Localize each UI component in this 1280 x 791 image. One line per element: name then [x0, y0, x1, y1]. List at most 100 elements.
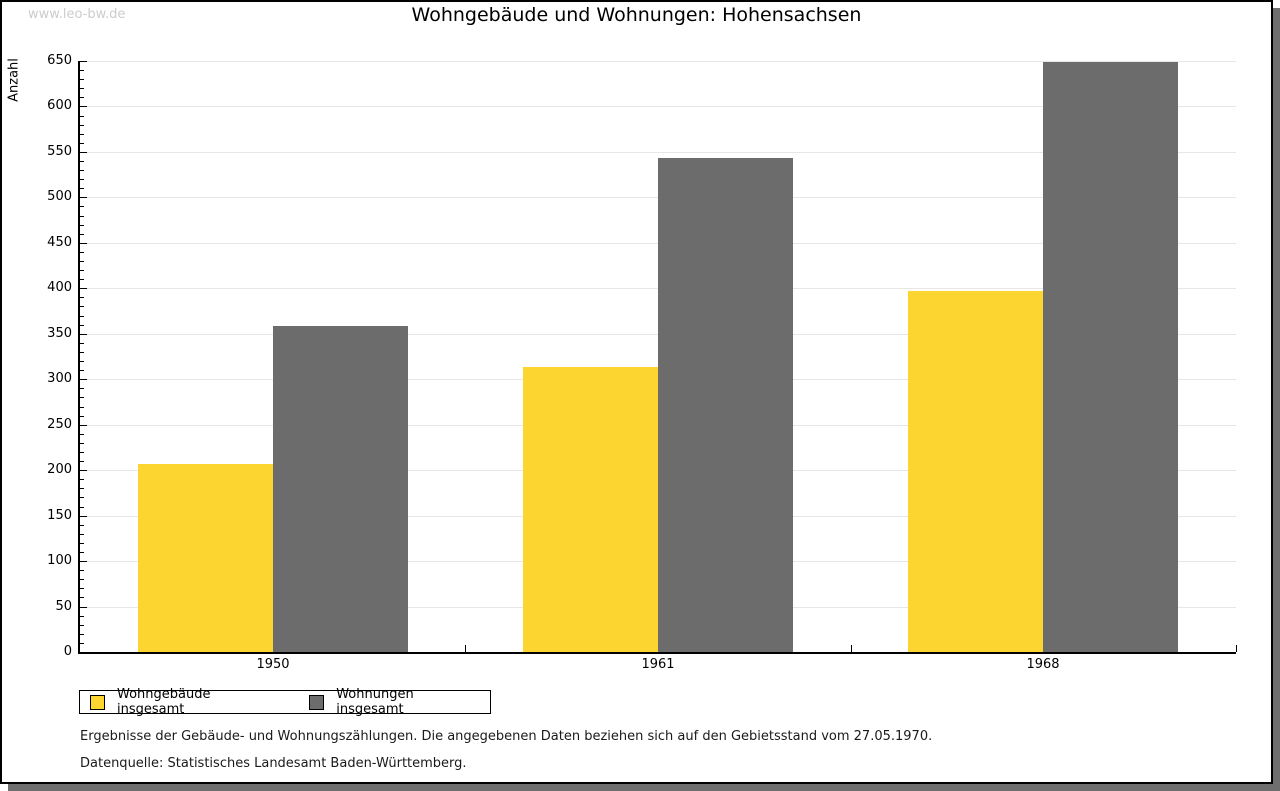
y-tick-label: 50 [55, 599, 72, 614]
y-major-tick [80, 379, 87, 380]
y-tick-label: 600 [47, 98, 72, 113]
y-tick-label: 400 [47, 280, 72, 295]
y-minor-tick [80, 597, 84, 598]
x-tick [851, 645, 852, 652]
y-minor-tick [80, 534, 84, 535]
y-tick-label: 200 [47, 462, 72, 477]
y-major-tick [80, 106, 87, 107]
y-minor-tick [80, 488, 84, 489]
y-minor-tick [80, 525, 84, 526]
y-minor-tick [80, 206, 84, 207]
y-axis-line [78, 61, 80, 654]
x-category-label: 1950 [256, 657, 290, 672]
y-tick-label: 150 [47, 508, 72, 523]
y-minor-tick [80, 643, 84, 644]
y-minor-tick [80, 125, 84, 126]
y-minor-tick [80, 188, 84, 189]
y-minor-tick [80, 225, 84, 226]
y-minor-tick [80, 452, 84, 453]
y-minor-tick [80, 343, 84, 344]
y-minor-tick [80, 270, 84, 271]
y-minor-tick [80, 507, 84, 508]
y-minor-tick [80, 616, 84, 617]
y-minor-tick [80, 170, 84, 171]
y-minor-tick [80, 88, 84, 89]
y-minor-tick [80, 588, 84, 589]
y-minor-tick [80, 252, 84, 253]
legend-label-wohngebaeude: Wohngebäude insgesamt [117, 687, 211, 717]
bar-1968-series1 [1043, 62, 1178, 652]
y-minor-tick [80, 116, 84, 117]
y-minor-tick [80, 461, 84, 462]
y-minor-tick [80, 370, 84, 371]
y-tick-label: 350 [47, 326, 72, 341]
footnote-datasource: Datenquelle: Statistisches Landesamt Bad… [80, 756, 467, 771]
y-minor-tick [80, 443, 84, 444]
bar-1950-series0 [138, 464, 273, 652]
y-minor-tick [80, 479, 84, 480]
y-minor-tick [80, 361, 84, 362]
x-category-label: 1961 [641, 657, 675, 672]
y-major-tick [80, 197, 87, 198]
y-minor-tick [80, 134, 84, 135]
y-minor-tick [80, 179, 84, 180]
y-major-tick [80, 607, 87, 608]
y-minor-tick [80, 434, 84, 435]
y-major-tick [80, 516, 87, 517]
y-minor-tick [80, 79, 84, 80]
y-minor-tick [80, 70, 84, 71]
y-tick-label: 450 [47, 235, 72, 250]
y-tick-label: 100 [47, 553, 72, 568]
footnote-source-note: Ergebnisse der Gebäude- und Wohnungszähl… [80, 729, 933, 744]
watermark-text: www.leo-bw.de [28, 7, 126, 22]
y-major-tick [80, 334, 87, 335]
y-axis-title: Anzahl [6, 58, 22, 102]
y-minor-tick [80, 552, 84, 553]
y-major-tick [80, 561, 87, 562]
y-major-tick [80, 243, 87, 244]
y-major-tick [80, 61, 87, 62]
y-minor-tick [80, 306, 84, 307]
bar-1950-series1 [273, 326, 408, 652]
y-minor-tick [80, 143, 84, 144]
frame-shadow-bottom [8, 784, 1280, 791]
gridline [80, 152, 1236, 153]
x-tick [1236, 645, 1237, 652]
chart-title: Wohngebäude und Wohnungen: Hohensachsen [411, 4, 862, 26]
y-minor-tick [80, 261, 84, 262]
bar-1968-series0 [908, 291, 1043, 652]
legend-swatch-wohngebaeude [90, 694, 105, 710]
x-tick [465, 645, 466, 652]
y-major-tick [80, 470, 87, 471]
y-minor-tick [80, 397, 84, 398]
frame-shadow-right [1273, 8, 1280, 791]
y-minor-tick [80, 579, 84, 580]
y-tick-label: 0 [63, 644, 72, 659]
y-tick-label: 500 [47, 189, 72, 204]
y-minor-tick [80, 325, 84, 326]
y-major-tick [80, 288, 87, 289]
y-minor-tick [80, 388, 84, 389]
y-minor-tick [80, 570, 84, 571]
y-minor-tick [80, 352, 84, 353]
y-minor-tick [80, 407, 84, 408]
y-minor-tick [80, 625, 84, 626]
y-minor-tick [80, 279, 84, 280]
bar-1961-series1 [658, 158, 793, 652]
y-minor-tick [80, 97, 84, 98]
y-minor-tick [80, 234, 84, 235]
y-tick-label: 650 [47, 53, 72, 68]
y-tick-label: 300 [47, 371, 72, 386]
legend-label-wohnungen: Wohnungen insgesamt [336, 687, 414, 717]
y-minor-tick [80, 634, 84, 635]
gridline [80, 61, 1236, 62]
bar-1961-series0 [523, 367, 658, 652]
y-minor-tick [80, 216, 84, 217]
y-minor-tick [80, 297, 84, 298]
y-minor-tick [80, 416, 84, 417]
y-minor-tick [80, 497, 84, 498]
x-axis-line [78, 652, 1236, 654]
y-minor-tick [80, 316, 84, 317]
gridline [80, 106, 1236, 107]
